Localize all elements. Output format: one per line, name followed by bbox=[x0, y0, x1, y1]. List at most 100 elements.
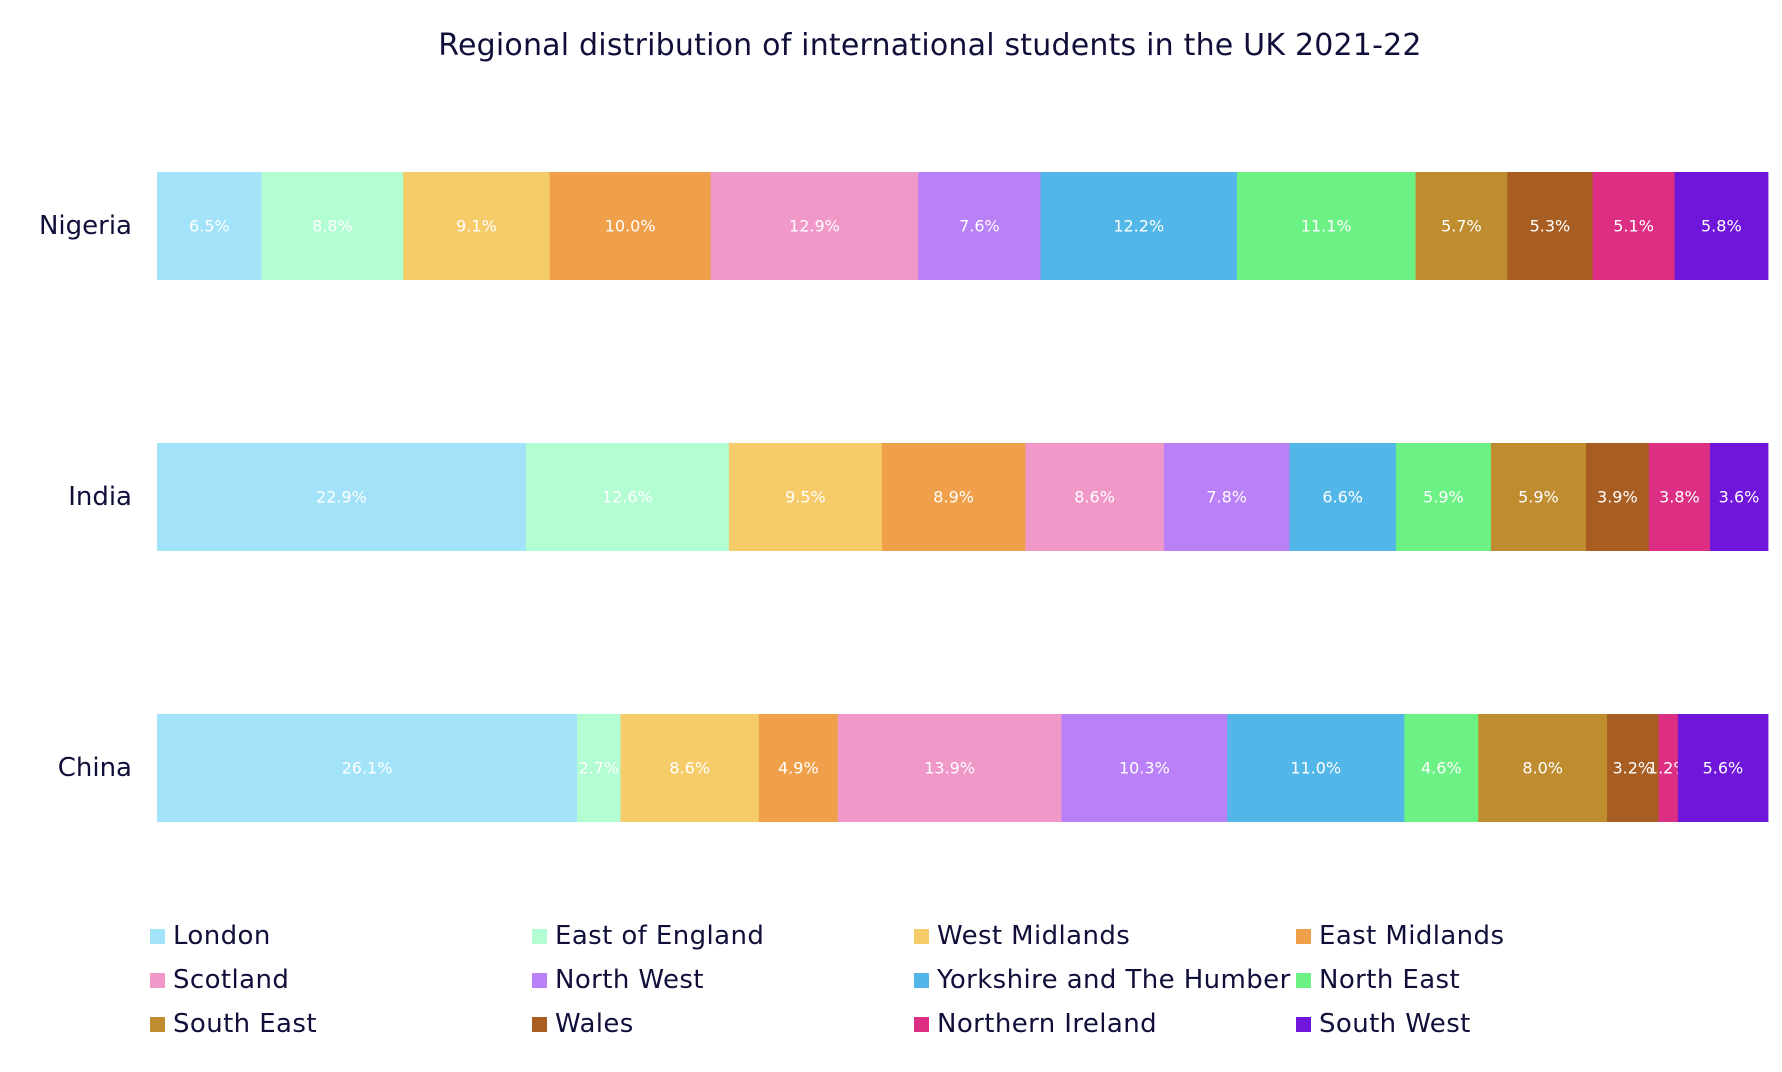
bar-segment-india-west-midlands bbox=[728, 443, 883, 551]
legend-label-south-east: South East bbox=[173, 1009, 317, 1039]
data-label-china-yorkshire-and-the-humber: 11.0% bbox=[1290, 759, 1341, 778]
legend-swatch-east-of-england bbox=[532, 928, 547, 944]
legend-label-east-midlands: East Midlands bbox=[1319, 921, 1505, 951]
bar-segment-china-london bbox=[157, 714, 578, 822]
bar-segment-nigeria-west-midlands bbox=[403, 172, 551, 280]
legend-item-south-west: South West bbox=[1296, 1009, 1678, 1039]
legend-label-wales: Wales bbox=[555, 1009, 634, 1039]
legend-label-north-west: North West bbox=[555, 965, 704, 995]
data-label-nigeria-north-west: 7.6% bbox=[959, 217, 1000, 236]
legend-item-yorkshire-and-the-humber: Yorkshire and The Humber bbox=[914, 965, 1296, 995]
legend-item-northern-ireland: Northern Ireland bbox=[914, 1009, 1296, 1039]
legend-item-scotland: Scotland bbox=[150, 965, 532, 995]
data-label-china-south-east: 8.0% bbox=[1522, 759, 1563, 778]
legend-swatch-north-west bbox=[532, 972, 547, 988]
bar-segment-india-south-east bbox=[1490, 443, 1587, 551]
legend-swatch-northern-ireland bbox=[914, 1016, 929, 1032]
legend-swatch-west-midlands bbox=[914, 928, 929, 944]
data-label-nigeria-south-west: 5.8% bbox=[1701, 217, 1742, 236]
data-label-nigeria-london: 6.5% bbox=[189, 217, 230, 236]
legend-label-north-east: North East bbox=[1319, 965, 1461, 995]
bar-segment-nigeria-north-west bbox=[918, 172, 1041, 280]
data-label-india-east-of-england: 12.6% bbox=[602, 488, 653, 507]
legend-item-east-midlands: East Midlands bbox=[1296, 921, 1678, 951]
bar-segment-india-north-west bbox=[1163, 443, 1290, 551]
data-label-china-west-midlands: 8.6% bbox=[669, 759, 710, 778]
legend-item-east-of-england: East of England bbox=[532, 921, 914, 951]
data-label-india-scotland: 8.6% bbox=[1074, 488, 1115, 507]
bar-segment-india-london bbox=[157, 443, 527, 551]
bar-segment-nigeria-wales bbox=[1507, 172, 1593, 280]
bar-segment-india-east-of-england bbox=[525, 443, 730, 551]
bar-segment-china-wales bbox=[1607, 714, 1659, 822]
legend-label-yorkshire-and-the-humber: Yorkshire and The Humber bbox=[937, 965, 1291, 995]
data-label-nigeria-wales: 5.3% bbox=[1530, 217, 1571, 236]
data-label-india-west-midlands: 9.5% bbox=[785, 488, 826, 507]
data-label-china-east-midlands: 4.9% bbox=[778, 759, 819, 778]
data-label-china-east-of-england: 2.7% bbox=[578, 759, 619, 778]
bar-segment-nigeria-london bbox=[157, 172, 263, 280]
bar-segment-china-east-midlands bbox=[758, 714, 839, 822]
bar-segment-china-west-midlands bbox=[620, 714, 760, 822]
data-label-nigeria-scotland: 12.9% bbox=[789, 217, 840, 236]
legend-label-london: London bbox=[173, 921, 271, 951]
legend-swatch-london bbox=[150, 928, 165, 944]
bar-segment-nigeria-scotland bbox=[710, 172, 919, 280]
data-label-nigeria-northern-ireland: 5.1% bbox=[1613, 217, 1654, 236]
bar-segment-nigeria-east-midlands bbox=[549, 172, 712, 280]
data-label-india-northern-ireland: 3.8% bbox=[1659, 488, 1700, 507]
legend-swatch-south-west bbox=[1296, 1016, 1311, 1032]
chart-title: Regional distribution of international s… bbox=[438, 28, 1422, 63]
data-label-nigeria-yorkshire-and-the-humber: 12.2% bbox=[1113, 217, 1164, 236]
legend-swatch-yorkshire-and-the-humber bbox=[914, 972, 929, 988]
legend-item-north-east: North East bbox=[1296, 965, 1678, 995]
bar-segment-india-northern-ireland bbox=[1648, 443, 1711, 551]
stacked-bar-chart: Nigeria 6.5% 8.8% 9.1% 10.0% 12.9% 7.6% 12.2% 11… bbox=[39, 172, 1769, 822]
bar-segment-china-yorkshire-and-the-humber bbox=[1227, 714, 1405, 822]
bar-segment-china-east-of-england bbox=[577, 714, 621, 822]
bar-segment-nigeria-east-of-england bbox=[261, 172, 404, 280]
bar-segment-nigeria-north-east bbox=[1236, 172, 1416, 280]
legend-label-northern-ireland: Northern Ireland bbox=[937, 1009, 1158, 1039]
bar-segment-india-yorkshire-and-the-humber bbox=[1289, 443, 1397, 551]
data-label-nigeria-north-east: 11.1% bbox=[1301, 217, 1352, 236]
bar-segment-china-north-west bbox=[1061, 714, 1228, 822]
chart-legend: London East of England West Midlands East M… bbox=[150, 921, 1650, 1039]
bar-segment-china-south-west bbox=[1677, 714, 1769, 822]
legend-label-south-west: South West bbox=[1319, 1009, 1471, 1039]
data-label-nigeria-east-midlands: 10.0% bbox=[605, 217, 656, 236]
legend-item-wales: Wales bbox=[532, 1009, 914, 1039]
data-label-india-north-west: 7.8% bbox=[1206, 488, 1247, 507]
y-tick-label-nigeria: Nigeria bbox=[39, 211, 132, 241]
data-label-india-london: 22.9% bbox=[316, 488, 367, 507]
bar-segment-india-wales bbox=[1585, 443, 1650, 551]
data-label-china-north-east: 4.6% bbox=[1421, 759, 1462, 778]
legend-item-south-east: South East bbox=[150, 1009, 532, 1039]
legend-item-london: London bbox=[150, 921, 532, 951]
legend-item-north-west: North West bbox=[532, 965, 914, 995]
data-label-nigeria-west-midlands: 9.1% bbox=[456, 217, 497, 236]
legend-swatch-south-east bbox=[150, 1016, 165, 1032]
data-label-nigeria-south-east: 5.7% bbox=[1441, 217, 1482, 236]
y-tick-label-india: India bbox=[68, 482, 132, 512]
bar-segment-china-south-east bbox=[1478, 714, 1608, 822]
legend-label-east-of-england: East of England bbox=[555, 921, 765, 951]
data-label-india-south-east: 5.9% bbox=[1518, 488, 1559, 507]
data-label-china-south-west: 5.6% bbox=[1703, 759, 1744, 778]
data-label-china-scotland: 13.9% bbox=[924, 759, 975, 778]
data-label-india-south-west: 3.6% bbox=[1719, 488, 1760, 507]
bar-segment-china-scotland bbox=[837, 714, 1062, 822]
data-label-india-east-midlands: 8.9% bbox=[933, 488, 974, 507]
data-label-china-wales: 3.2% bbox=[1612, 759, 1653, 778]
bar-segment-india-south-west bbox=[1710, 443, 1769, 551]
bar-segment-nigeria-south-east bbox=[1415, 172, 1508, 280]
legend-swatch-east-midlands bbox=[1296, 928, 1311, 944]
legend-swatch-north-east bbox=[1296, 972, 1311, 988]
bar-segment-nigeria-yorkshire-and-the-humber bbox=[1040, 172, 1238, 280]
y-tick-label-china: China bbox=[58, 753, 132, 783]
data-label-china-north-west: 10.3% bbox=[1119, 759, 1170, 778]
legend-item-west-midlands: West Midlands bbox=[914, 921, 1296, 951]
legend-swatch-wales bbox=[532, 1016, 547, 1032]
data-label-india-wales: 3.9% bbox=[1597, 488, 1638, 507]
legend-label-scotland: Scotland bbox=[173, 965, 290, 995]
